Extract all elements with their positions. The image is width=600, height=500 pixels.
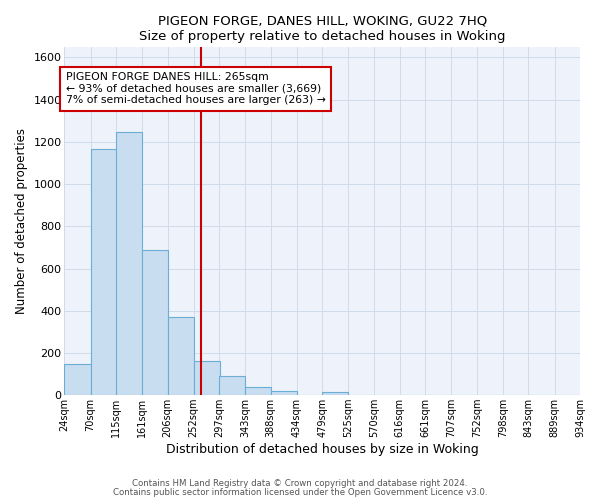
X-axis label: Distribution of detached houses by size in Woking: Distribution of detached houses by size … — [166, 443, 479, 456]
Bar — [245, 388, 271, 395]
Bar — [116, 132, 142, 395]
Y-axis label: Number of detached properties: Number of detached properties — [15, 128, 28, 314]
Bar — [91, 150, 116, 395]
Bar — [219, 376, 245, 395]
Bar — [142, 250, 168, 395]
Title: PIGEON FORGE, DANES HILL, WOKING, GU22 7HQ
Size of property relative to detached: PIGEON FORGE, DANES HILL, WOKING, GU22 7… — [139, 15, 505, 43]
Text: PIGEON FORGE DANES HILL: 265sqm
← 93% of detached houses are smaller (3,669)
7% : PIGEON FORGE DANES HILL: 265sqm ← 93% of… — [65, 72, 325, 106]
Text: Contains HM Land Registry data © Crown copyright and database right 2024.: Contains HM Land Registry data © Crown c… — [132, 479, 468, 488]
Bar — [64, 364, 91, 395]
Text: Contains public sector information licensed under the Open Government Licence v3: Contains public sector information licen… — [113, 488, 487, 497]
Bar — [271, 391, 297, 395]
Bar — [194, 362, 220, 395]
Bar — [322, 392, 348, 395]
Bar — [167, 317, 194, 395]
